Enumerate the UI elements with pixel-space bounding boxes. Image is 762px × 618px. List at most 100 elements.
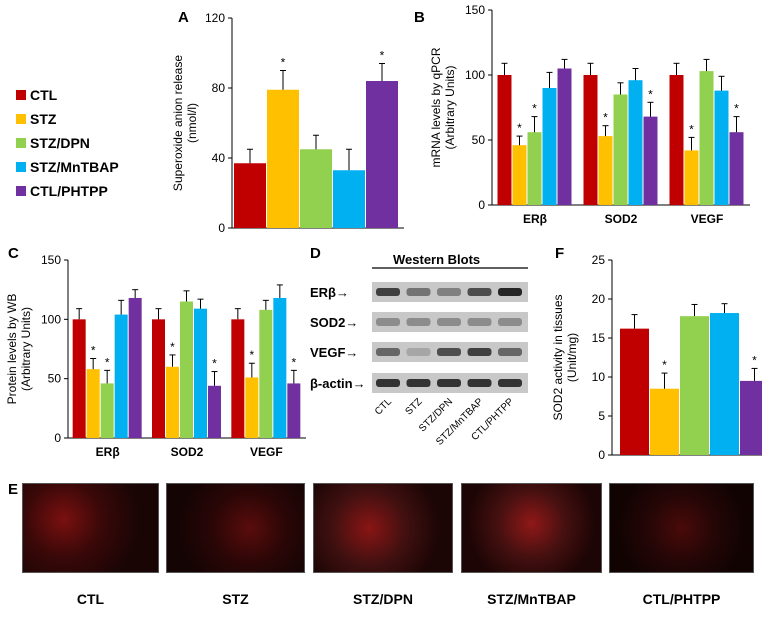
- y-axis-title: mRNA levels by qPCR: [429, 47, 443, 167]
- significance-stz: *: [662, 358, 667, 372]
- y-tick-label: 25: [592, 253, 606, 267]
- bar-ctl-phtpp: [366, 81, 398, 228]
- panel-label-c: C: [8, 245, 19, 262]
- significance-vegf-stz: *: [249, 348, 254, 362]
- bar-sod2-stz-mntbap: [628, 80, 643, 205]
- bar-erb-stz-dpn: [527, 132, 542, 205]
- bar-erb-ctl-phtpp: [128, 297, 142, 438]
- bar-sod2-ctl: [583, 75, 598, 205]
- legend: CTL STZ STZ/DPN STZ/MnTBAP CTL/PHTPP: [16, 87, 119, 199]
- panel-label-a: A: [178, 9, 189, 26]
- blot-band-sod2-stz-dpn: [437, 318, 461, 326]
- y-tick-label: 100: [465, 68, 485, 82]
- y-tick-label: 20: [592, 292, 606, 306]
- significance-stz: *: [281, 56, 286, 70]
- bar-vegf-ctl: [231, 319, 245, 438]
- bar-vegf-ctl-phtpp: [287, 383, 301, 438]
- blot-row-label-erb: ERβ→: [310, 285, 349, 300]
- y-axis-title: (Unit/mg): [565, 333, 579, 382]
- bar-erb-stz-mntbap: [114, 314, 128, 438]
- panel-label-f: F: [555, 245, 564, 262]
- micrograph-stz-mntbap: [461, 483, 602, 573]
- y-axis-title: Superoxide anion release: [171, 55, 185, 191]
- bar-stz-mntbap: [333, 170, 365, 228]
- legend-label-stz-mntbap: STZ/MnTBAP: [30, 159, 119, 175]
- category-label-vegf: VEGF: [691, 212, 724, 226]
- micrograph-label-ctl: CTL: [76, 591, 105, 607]
- bar-vegf-ctl: [669, 75, 684, 205]
- micrograph-label-stz: STZ: [222, 591, 249, 607]
- bar-sod2-stz: [166, 366, 179, 438]
- blot-band-vegf-stz-mntbap: [467, 348, 492, 356]
- blot-lane-label-ctl: CTL: [373, 396, 394, 417]
- significance-erb-stz-dpn: *: [105, 355, 110, 369]
- bar-stz: [650, 388, 679, 455]
- bar-ctl: [234, 163, 266, 228]
- legend-swatch-stz: [16, 114, 26, 124]
- blot-band-b-actin-stz-mntbap: [467, 379, 492, 387]
- bar-ctl-phtpp: [740, 380, 762, 455]
- western-blot-title: Western Blots: [393, 252, 480, 267]
- blot-band-sod2-ctl: [376, 318, 400, 326]
- category-label-erb: ERβ: [96, 445, 120, 459]
- bar-sod2-stz-mntbap: [194, 308, 207, 438]
- significance-sod2-stz: *: [170, 340, 175, 354]
- y-axis-title: (Arbitrary Units): [443, 65, 457, 149]
- y-tick-label: 150: [465, 3, 485, 17]
- legend-swatch-stz-mntbap: [16, 162, 26, 172]
- micrograph-label-stz-dpn: STZ/DPN: [353, 591, 413, 607]
- y-tick-label: 0: [218, 221, 225, 235]
- legend-swatch-stz-dpn: [16, 138, 26, 148]
- bar-sod2-ctl-phtpp: [643, 116, 658, 205]
- panel-label-d: D: [310, 245, 321, 262]
- legend-label-ctl-phtpp: CTL/PHTPP: [30, 183, 108, 199]
- bar-sod2-stz-dpn: [180, 301, 193, 438]
- bar-erb-ctl-phtpp: [557, 68, 572, 205]
- micrograph-ctl: [22, 483, 159, 573]
- bar-stz-dpn: [300, 149, 332, 228]
- blot-band-erb-stz: [406, 288, 431, 296]
- chart-c: 0 50 100 150 Protein levels by WB (Arbitrary …: [5, 253, 306, 459]
- significance-erb-stz: *: [517, 121, 522, 135]
- blot-band-erb-stz-dpn: [437, 288, 461, 296]
- y-tick-label: 10: [592, 370, 606, 384]
- bar-vegf-stz: [684, 150, 699, 205]
- bar-vegf-stz-mntbap: [273, 297, 287, 438]
- blot-band-erb-ctl-phtpp: [498, 288, 522, 296]
- blot-band-b-actin-stz: [406, 379, 431, 387]
- micrograph-label-stz-mntbap: STZ/MnTBAP: [487, 591, 576, 607]
- y-tick-label: 15: [592, 331, 606, 345]
- significance-vegf-ctl-phtpp: *: [291, 355, 296, 369]
- y-axis-title: (Arbitrary Units): [19, 307, 33, 391]
- bar-sod2-stz: [598, 136, 613, 205]
- category-label-erb: ERβ: [523, 212, 547, 226]
- panel-label-e: E: [8, 481, 19, 498]
- y-axis-title: Protein levels by WB: [5, 294, 19, 405]
- blot-lane-label-stz: STZ: [403, 396, 424, 417]
- category-label-sod2: SOD2: [605, 212, 638, 226]
- bar-stz-mntbap: [710, 313, 739, 455]
- blot-band-vegf-stz-dpn: [437, 348, 461, 356]
- micrograph-label-ctl-phtpp: CTL/PHTPP: [642, 591, 721, 607]
- y-tick-label: 40: [212, 151, 226, 165]
- bar-sod2-stz-dpn: [613, 94, 628, 205]
- bar-ctl: [620, 328, 649, 455]
- figure-canvas: A B C D F CTL STZ STZ/DPN STZ/MnTBAP CTL/PHT…: [5, 3, 762, 462]
- blot-band-vegf-ctl-phtpp: [498, 348, 522, 356]
- blot-row-label-vegf: VEGF→: [310, 345, 358, 360]
- bar-erb-stz: [512, 145, 527, 205]
- blot-band-sod2-stz-mntbap: [467, 318, 492, 326]
- bar-erb-stz-dpn: [100, 383, 114, 438]
- category-label-sod2: SOD2: [171, 445, 204, 459]
- significance-ctl-phtpp: *: [380, 49, 385, 63]
- blot-band-vegf-stz: [406, 348, 431, 356]
- blot-band-erb-ctl: [376, 288, 400, 296]
- blot-band-vegf-ctl: [376, 348, 400, 356]
- significance-vegf-stz: *: [689, 122, 694, 136]
- y-tick-label: 50: [48, 372, 62, 386]
- significance-erb-stz-dpn: *: [532, 102, 537, 116]
- y-axis-title: (nmol/l): [185, 103, 199, 143]
- category-label-vegf: VEGF: [250, 445, 283, 459]
- y-tick-label: 50: [472, 133, 486, 147]
- blot-band-erb-stz-mntbap: [467, 288, 492, 296]
